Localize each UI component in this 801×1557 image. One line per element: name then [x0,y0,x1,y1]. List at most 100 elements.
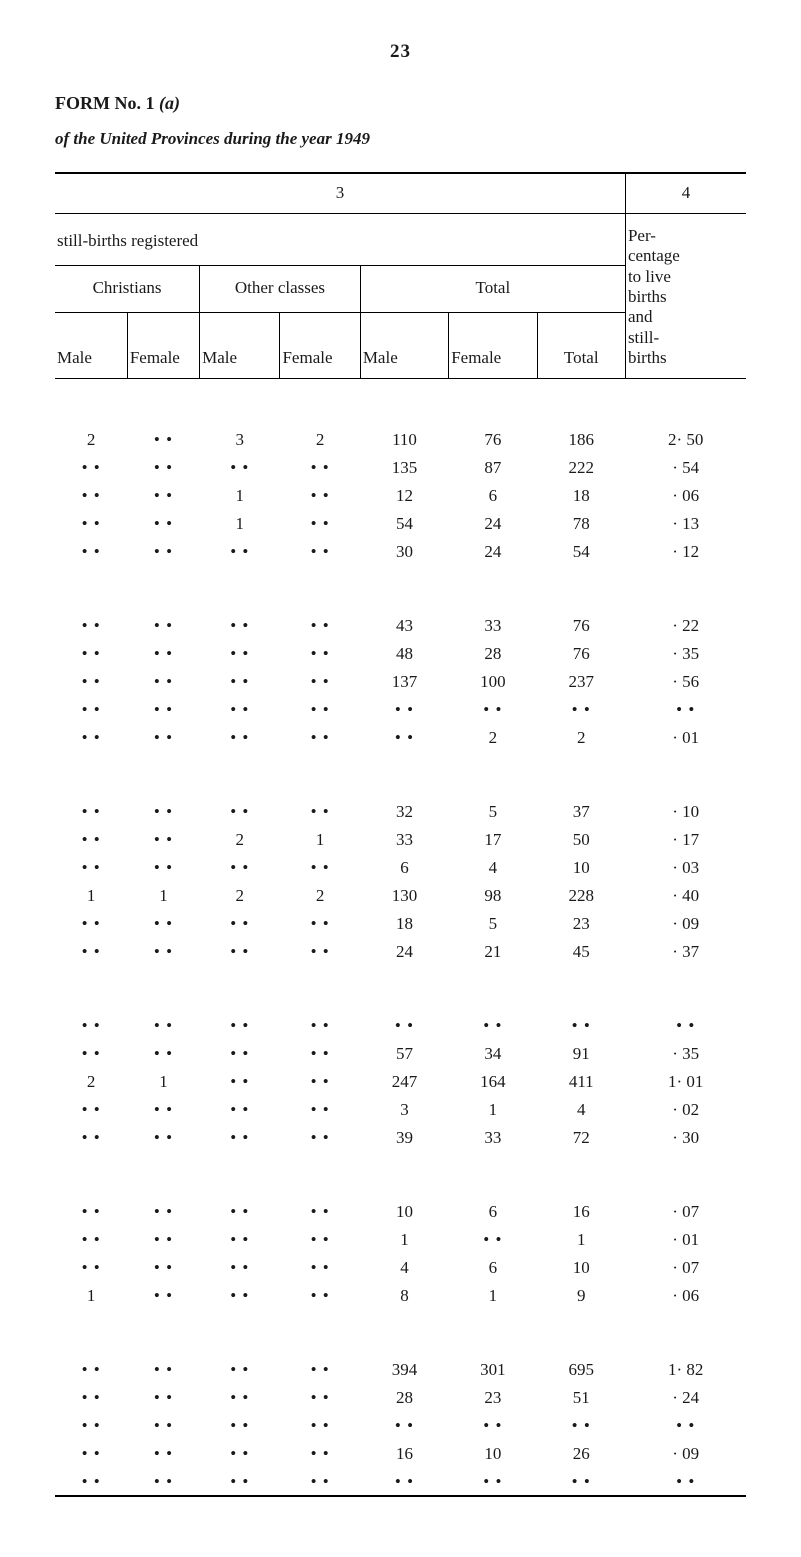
table-cell: 1· 01 [625,1067,746,1095]
table-cell: • • [625,1011,746,1039]
table-cell: 5 [449,797,537,825]
column-group-numbers-row: 3 4 [55,173,746,214]
table-cell: • • [280,1253,360,1281]
table-cell: • • [127,825,199,853]
table-cell: 1 [280,825,360,853]
table-cell: 1 [127,1067,199,1095]
table-cell: • • [200,611,280,639]
table-cell: 30 [360,537,448,565]
table-cell: 8 [360,1281,448,1309]
table-cell: • • [280,723,360,751]
table-cell: 1 [360,1225,448,1253]
table-cell: · 22 [625,611,746,639]
table-cell: 50 [537,825,625,853]
table-cell: • • [127,1095,199,1123]
table-cell: 34 [449,1039,537,1067]
col-group-number-4: 4 [625,173,746,214]
table-cell: • • [280,695,360,723]
table-cell: 186 [537,425,625,453]
table-cell: · 03 [625,853,746,881]
table-row: • •• •• •• •32537· 10 [55,797,746,825]
table-cell: 1 [449,1281,537,1309]
table-cell: • • [127,909,199,937]
table-cell: · 35 [625,1039,746,1067]
table-row: • •• •• •• •393372· 30 [55,1123,746,1151]
table-cell: 1 [449,1095,537,1123]
table-cell: • • [280,1225,360,1253]
table-cell: · 35 [625,639,746,667]
table-cell: • • [280,909,360,937]
table-cell: 54 [360,509,448,537]
table-cell: 1 [537,1225,625,1253]
table-cell: • • [55,825,127,853]
block-gap [55,565,746,611]
table-cell: 1 [55,881,127,909]
table-cell: • • [200,1253,280,1281]
table-cell: 411 [537,1067,625,1095]
table-cell: • • [280,1095,360,1123]
table-cell: • • [127,1467,199,1495]
table-cell: • • [449,1411,537,1439]
table-cell: 10 [537,853,625,881]
table-cell: 2· 50 [625,425,746,453]
table-cell: 4 [537,1095,625,1123]
table-cell: 6 [449,481,537,509]
table-cell: • • [200,1281,280,1309]
table-cell: • • [55,1467,127,1495]
table-cell: • • [55,1411,127,1439]
table-cell: • • [127,1253,199,1281]
table-cell: • • [449,1011,537,1039]
table-cell: 695 [537,1355,625,1383]
table-cell: • • [280,1411,360,1439]
table-cell: • • [127,1355,199,1383]
table-cell: 1 [55,1281,127,1309]
table-cell: • • [360,1467,448,1495]
spanner-christians: Christians [55,266,200,313]
table-cell: 18 [360,909,448,937]
table-cell: • • [200,1383,280,1411]
table-cell: 110 [360,425,448,453]
table-cell: • • [55,667,127,695]
table-cell: • • [200,1411,280,1439]
table-cell: 4 [449,853,537,881]
table-cell: 87 [449,453,537,481]
table-cell: 72 [537,1123,625,1151]
table-cell: 54 [537,537,625,565]
table-cell: • • [127,425,199,453]
table-row: • •• •• •• •3943016951· 82 [55,1355,746,1383]
subhdr-tot-male: Male [360,313,448,379]
table-cell: 17 [449,825,537,853]
table-cell: 1 [127,881,199,909]
table-row: • •• •• •• •161026· 09 [55,1439,746,1467]
table-cell: • • [55,1225,127,1253]
title-line: of the United Provinces during the year … [55,128,746,149]
table-cell: • • [55,937,127,965]
table-cell: · 01 [625,1225,746,1253]
table-cell: · 07 [625,1197,746,1225]
table-cell: • • [55,1095,127,1123]
table-cell: 394 [360,1355,448,1383]
table-cell: 24 [449,509,537,537]
table-cell: · 09 [625,1439,746,1467]
table-cell: 1 [200,481,280,509]
table-cell: • • [360,1011,448,1039]
table-cell: • • [200,1355,280,1383]
table-cell: • • [280,1383,360,1411]
still-births-heading: still-births registered [57,231,198,250]
table-cell: • • [127,1039,199,1067]
table-cell: 1 [200,509,280,537]
table-cell: · 07 [625,1253,746,1281]
table-cell: · 37 [625,937,746,965]
table-row: • •• •• •• •302454· 12 [55,537,746,565]
title-italic-prefix: of the United [55,129,147,148]
table-cell: 228 [537,881,625,909]
table-cell: 10 [449,1439,537,1467]
table-cell: 33 [449,1123,537,1151]
table-row: • •• •1• •12618· 06 [55,481,746,509]
table-cell: 164 [449,1067,537,1095]
table-cell: 37 [537,797,625,825]
table-cell: 76 [537,611,625,639]
table-row: • •• •• •• •13587222· 54 [55,453,746,481]
table-cell: 2 [280,881,360,909]
table-cell: • • [200,937,280,965]
